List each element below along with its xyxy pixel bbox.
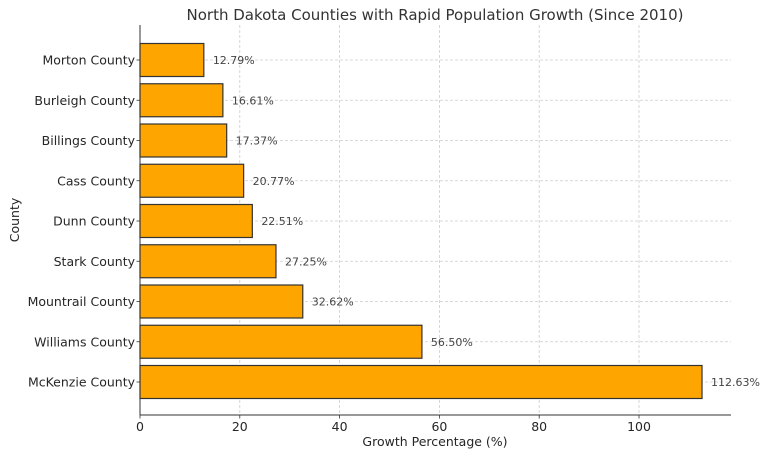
y-tick-label: Billings County	[42, 133, 136, 148]
bar	[139, 83, 224, 118]
bar	[139, 42, 205, 78]
bars: 12.79% 16.61% 17.37% 20.77% 22.51% 27.25% 32.6…	[139, 42, 760, 400]
bar-value-label: 27.25%	[285, 255, 327, 268]
bar	[139, 284, 304, 319]
x-tick-label: 20	[232, 419, 248, 434]
y-tick-label: Stark County	[54, 254, 136, 269]
y-tick-label: Williams County	[34, 334, 135, 349]
bar-value-label: 112.63%	[711, 376, 760, 389]
bar-value-label: 22.51%	[261, 215, 303, 228]
y-tick-label: Burleigh County	[34, 93, 135, 108]
x-tick-label: 40	[332, 419, 348, 434]
bar	[139, 123, 228, 158]
y-tick-label: Cass County	[57, 173, 136, 188]
chart-title: North Dakota Counties with Rapid Populat…	[187, 6, 684, 24]
bar-value-label: 56.50%	[431, 336, 473, 349]
bar-value-label: 20.77%	[253, 175, 295, 188]
x-tick-label: 0	[136, 419, 144, 434]
grid-lines	[140, 25, 731, 415]
bar	[139, 163, 245, 198]
x-axis-label: Growth Percentage (%)	[362, 434, 507, 449]
axes: Morton County Burleigh County Billings Cou…	[28, 25, 731, 434]
bar-value-label: 17.37%	[236, 135, 278, 148]
y-tick-label: Dunn County	[53, 214, 135, 229]
bar-value-label: 16.61%	[232, 94, 274, 107]
x-tick-label: 100	[627, 419, 651, 434]
bar-value-label: 32.62%	[312, 296, 354, 309]
y-tick-label: Mountrail County	[28, 294, 136, 309]
bar-value-label: 12.79%	[213, 54, 255, 67]
bar	[139, 324, 423, 359]
bar	[139, 203, 253, 239]
x-tick-label: 60	[431, 419, 447, 434]
x-tick-label: 80	[531, 419, 547, 434]
y-tick-label: Morton County	[42, 53, 135, 68]
y-axis-label: County	[7, 197, 22, 242]
y-tick-label: McKenzie County	[28, 375, 136, 390]
bar	[139, 244, 277, 279]
bar	[139, 364, 703, 400]
